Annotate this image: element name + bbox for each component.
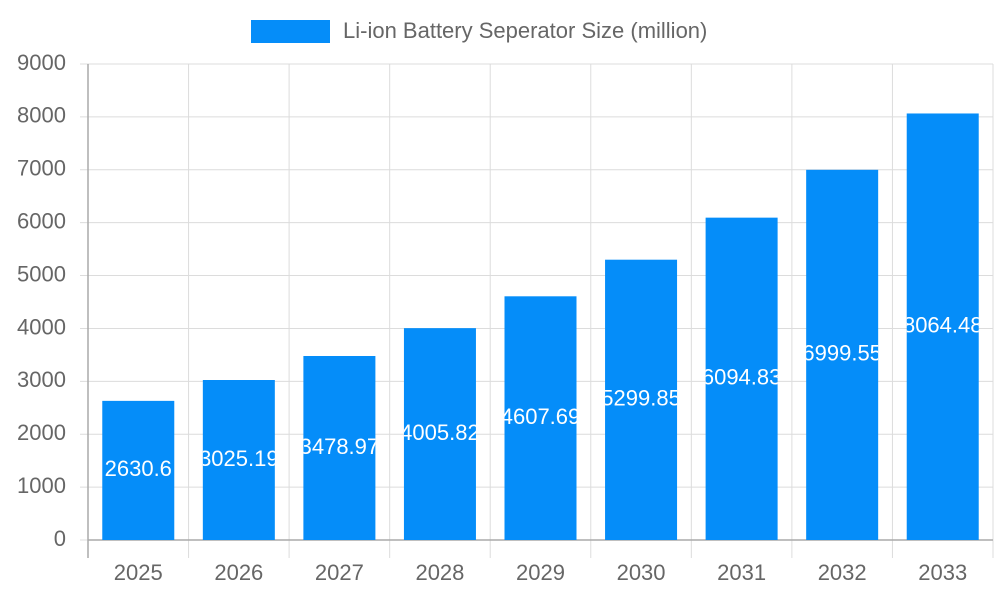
- y-tick-label: 3000: [17, 367, 66, 392]
- x-tick-label: 2026: [214, 560, 263, 585]
- bar: [403, 328, 476, 540]
- value-label: 3025.19: [199, 446, 279, 471]
- y-tick-label: 0: [54, 526, 66, 551]
- legend-swatch: [251, 20, 330, 43]
- value-label: 4607.69: [501, 404, 581, 429]
- y-tick-label: 8000: [17, 103, 66, 128]
- value-label: 6094.83: [702, 365, 782, 390]
- bar: [705, 217, 778, 540]
- x-tick-label: 2033: [918, 560, 967, 585]
- x-tick-label: 2027: [315, 560, 364, 585]
- y-tick-label: 4000: [17, 314, 66, 339]
- y-tick-label: 9000: [17, 50, 66, 75]
- bar: [202, 380, 275, 540]
- bar: [102, 400, 175, 540]
- x-tick-label: 2030: [617, 560, 666, 585]
- value-label: 5299.85: [601, 386, 681, 411]
- x-tick-label: 2031: [717, 560, 766, 585]
- bar: [303, 356, 376, 540]
- value-label: 6999.55: [802, 341, 882, 366]
- value-label: 3478.97: [300, 434, 380, 459]
- y-tick-label: 6000: [17, 208, 66, 233]
- y-tick-label: 7000: [17, 156, 66, 181]
- y-tick-label: 5000: [17, 261, 66, 286]
- y-tick-label: 1000: [17, 473, 66, 498]
- x-tick-label: 2025: [114, 560, 163, 585]
- legend-label: Li-ion Battery Seperator Size (million): [343, 18, 707, 43]
- value-label: 2630.6: [105, 456, 172, 481]
- x-tick-label: 2032: [818, 560, 867, 585]
- x-tick-label: 2029: [516, 560, 565, 585]
- bar: [504, 296, 577, 540]
- bar: [605, 259, 678, 540]
- value-label: 4005.82: [400, 420, 480, 445]
- bar: [806, 169, 879, 540]
- y-tick-label: 2000: [17, 420, 66, 445]
- x-tick-label: 2028: [415, 560, 464, 585]
- bar: [906, 113, 979, 541]
- value-label: 8064.48: [903, 313, 983, 338]
